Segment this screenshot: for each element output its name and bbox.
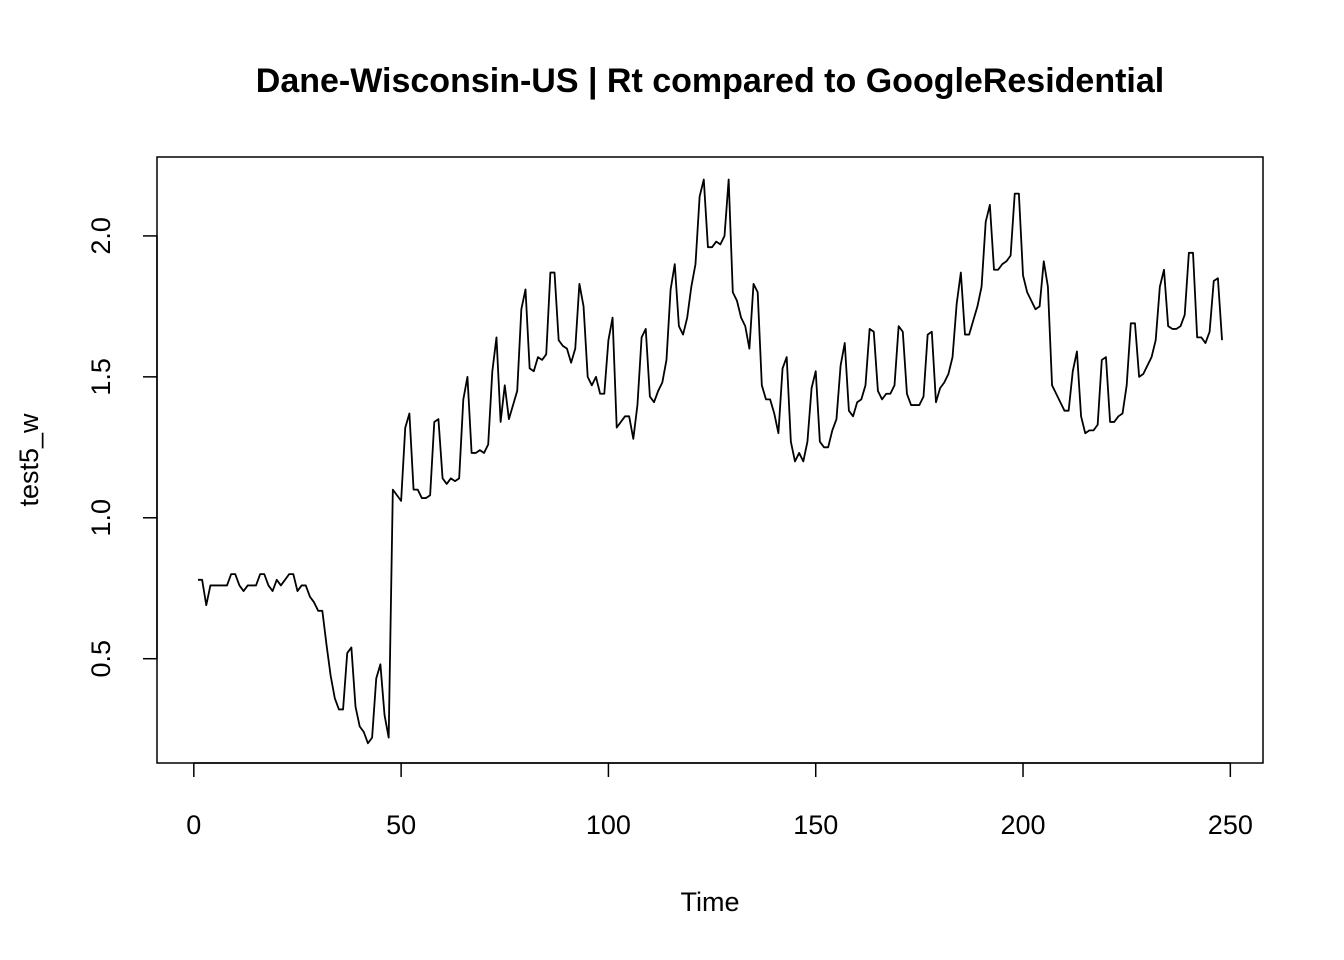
x-axis-label: Time: [681, 887, 740, 917]
x-tick-label: 150: [793, 810, 838, 840]
x-tick-label: 100: [586, 810, 631, 840]
x-tick-label: 0: [186, 810, 201, 840]
chart-title: Dane-Wisconsin-US | Rt compared to Googl…: [256, 62, 1164, 100]
y-tick-label: 1.0: [86, 499, 116, 537]
y-tick-label: 0.5: [86, 640, 116, 678]
x-tick-label: 50: [386, 810, 416, 840]
x-tick-label: 200: [1000, 810, 1045, 840]
data-line: [197, 178, 1223, 745]
y-tick-label: 2.0: [86, 217, 116, 255]
y-tick-label: 1.5: [86, 358, 116, 396]
x-tick-label: 250: [1208, 810, 1253, 840]
y-axis-label: test5_w: [14, 413, 44, 507]
